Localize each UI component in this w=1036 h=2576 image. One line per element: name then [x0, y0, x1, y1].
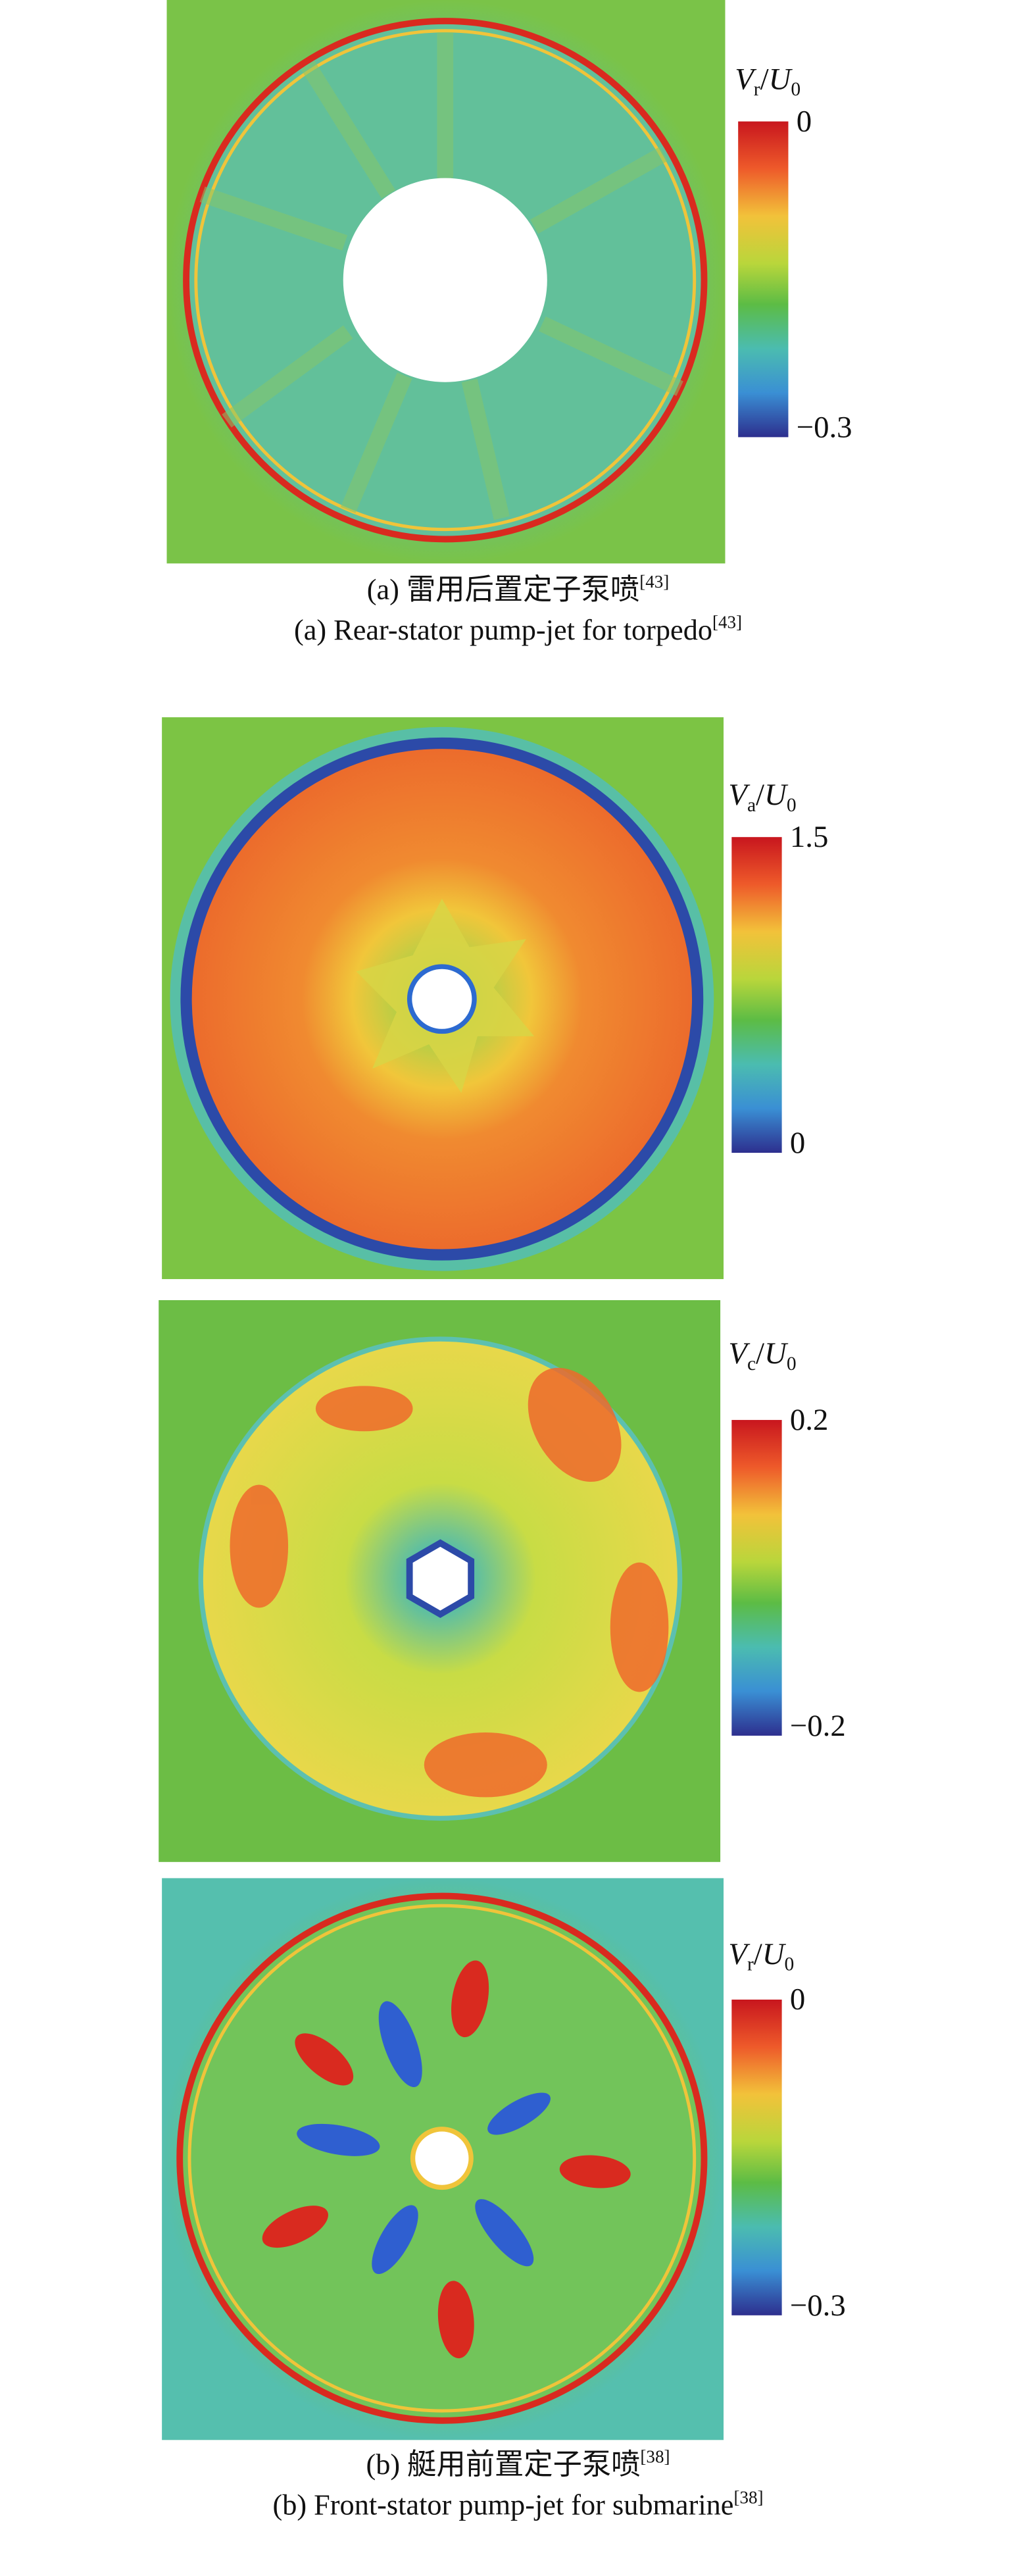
label-part: c [747, 1353, 756, 1375]
caption-ref: [38] [733, 2487, 763, 2507]
caption-text: (b) 艇用前置定子泵喷 [366, 2448, 640, 2481]
colorbar [738, 121, 789, 438]
colorbar-label: Va/U0 [728, 778, 796, 816]
colorbar [731, 1420, 782, 1736]
label-part: / [756, 778, 764, 812]
label-part: V [728, 1937, 751, 1971]
label-part: 0 [787, 1353, 797, 1375]
contour-plot-b3 [162, 1878, 724, 2440]
caption: (a) 雷用后置定子泵喷[43] [367, 572, 670, 605]
colorbar-tick-label: 0 [790, 1126, 805, 1160]
caption-ref: [38] [640, 2447, 670, 2467]
colorbar-label: Vc/U0 [728, 1336, 796, 1375]
contour-plot-b1 [162, 717, 724, 1279]
label-part: V [735, 62, 757, 96]
label-part: / [756, 1336, 764, 1371]
caption: (b) 艇用前置定子泵喷[38] [366, 2447, 670, 2481]
colorbar-label: Vr/U0 [735, 62, 801, 100]
label-part: V [728, 778, 751, 812]
colorbar [731, 837, 782, 1153]
label-part: 0 [791, 79, 801, 100]
label-part: U [769, 62, 793, 96]
colorbar-tick-label: 0 [790, 1983, 805, 2017]
caption: (b) Front-stator pump-jet for submarine[… [272, 2487, 763, 2521]
colorbar-tick-label: −0.3 [790, 2288, 846, 2323]
label-part: 0 [787, 795, 797, 816]
contour-plot-b2 [159, 1300, 721, 1862]
label-part: U [764, 1336, 789, 1371]
label-part: U [762, 1937, 787, 1971]
contour-plot-a [166, 0, 726, 564]
label-part: / [754, 1937, 762, 1971]
caption: (a) Rear-stator pump-jet for torpedo[43] [294, 613, 742, 646]
colorbar-tick-label: 0.2 [790, 1403, 828, 1437]
label-part: V [728, 1336, 751, 1371]
label-part: a [747, 795, 756, 816]
colorbar-label: Vr/U0 [728, 1937, 794, 1975]
label-part: 0 [785, 1954, 795, 1975]
colorbar-tick-label: 1.5 [790, 820, 828, 854]
label-part: r [747, 1954, 754, 1975]
colorbar-tick-label: −0.2 [790, 1709, 846, 1743]
caption-ref: [43] [712, 613, 742, 632]
caption-ref: [43] [639, 572, 669, 592]
colorbar-tick-label: −0.3 [797, 410, 852, 444]
caption-text: (b) Front-stator pump-jet for submarine [272, 2488, 733, 2521]
caption-text: (a) Rear-stator pump-jet for torpedo [294, 614, 712, 646]
colorbar [731, 1999, 782, 2315]
label-part: / [760, 62, 769, 96]
label-part: r [754, 79, 760, 100]
caption-text: (a) 雷用后置定子泵喷 [367, 573, 639, 605]
label-part: U [764, 778, 789, 812]
colorbar-tick-label: 0 [797, 104, 812, 138]
